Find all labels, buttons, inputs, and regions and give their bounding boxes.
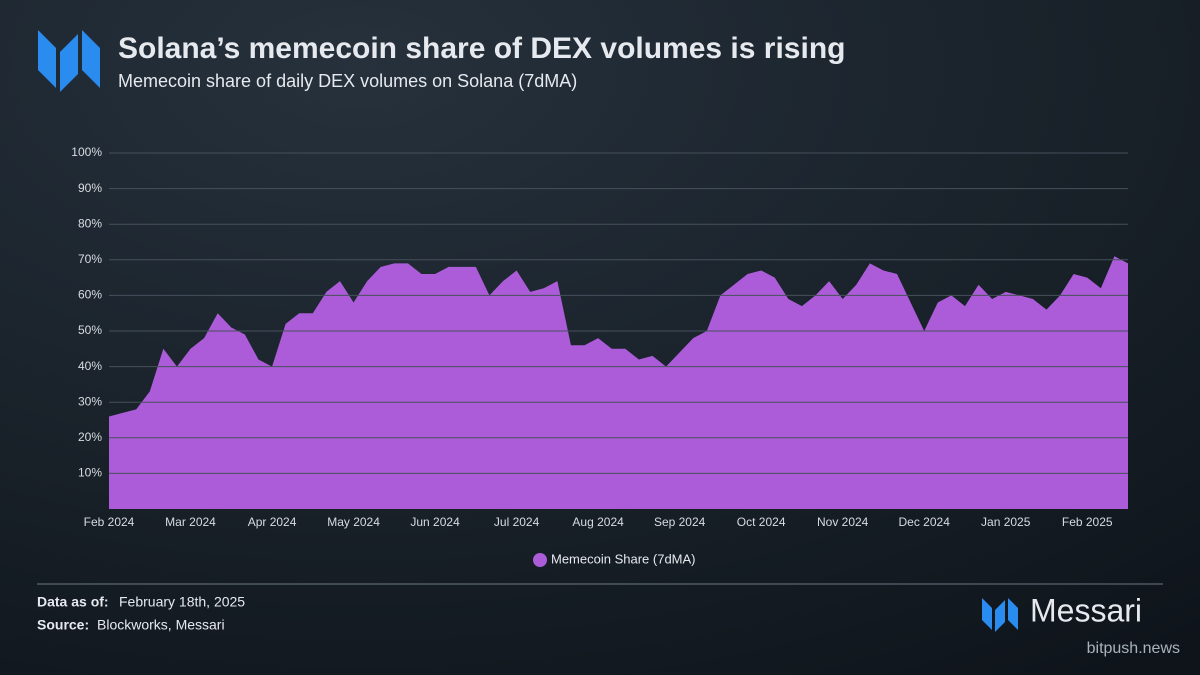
y-tick-label: 100%: [71, 145, 102, 159]
x-tick-label: Jul 2024: [494, 515, 540, 529]
x-tick-label: Feb 2025: [1062, 515, 1113, 529]
y-tick-label: 70%: [78, 252, 102, 266]
brand-name: Messari: [1030, 592, 1142, 628]
chart-subtitle: Memecoin share of daily DEX volumes on S…: [118, 71, 577, 91]
x-tick-label: Dec 2024: [899, 515, 951, 529]
plot-area: 10% 20% 30% 40% 50% 60% 70% 80% 90% 100% Feb 2024 M…: [71, 145, 1128, 529]
logo: [38, 30, 100, 92]
x-tick-label: Apr 2024: [248, 515, 297, 529]
y-tick-label: 50%: [78, 323, 102, 337]
footer-value: Blockworks, Messari: [97, 617, 225, 633]
x-tick-label: Jan 2025: [981, 515, 1031, 529]
x-tick-label: Aug 2024: [572, 515, 624, 529]
x-tick-label: Jun 2024: [410, 515, 460, 529]
brand-logo: [982, 598, 1018, 632]
y-tick-label: 80%: [78, 216, 102, 230]
y-tick-label: 40%: [78, 359, 102, 373]
x-tick-label: Feb 2024: [84, 515, 135, 529]
x-tick-label: Mar 2024: [165, 515, 216, 529]
legend-label: Memecoin Share (7dMA): [551, 551, 696, 566]
footer-value: February 18th, 2025: [119, 594, 245, 610]
y-tick-label: 20%: [78, 430, 102, 444]
footer-label: Data as of:: [37, 594, 109, 610]
x-tick-label: Nov 2024: [817, 515, 869, 529]
y-tick-label: 60%: [78, 288, 102, 302]
chart-title: Solana’s memecoin share of DEX volumes i…: [118, 32, 845, 65]
legend-swatch: [533, 553, 547, 567]
footer-label: Source:: [37, 617, 89, 633]
area: [109, 256, 1128, 509]
y-tick-label: 90%: [78, 181, 102, 195]
watermark: bitpush.news: [1087, 640, 1180, 657]
y-tick-label: 30%: [78, 394, 102, 408]
x-tick-label: Sep 2024: [654, 515, 706, 529]
x-tick-label: May 2024: [327, 515, 380, 529]
y-tick-label: 10%: [78, 466, 102, 480]
x-tick-label: Oct 2024: [737, 515, 786, 529]
legend: Memecoin Share (7dMA): [533, 551, 696, 567]
